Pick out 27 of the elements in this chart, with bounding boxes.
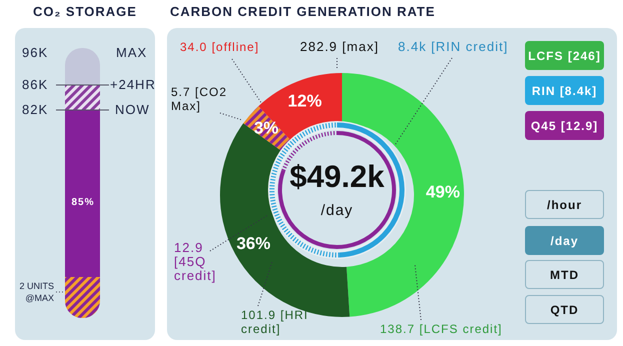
data-label: 12% [288,92,322,111]
slice-label: 138.7 [LCFS credit] [380,322,504,336]
data-label: 3% [254,118,279,138]
text: CO₂ STORAGE [33,4,137,19]
data-label: 49% [426,182,460,202]
text: 96K [22,45,48,60]
text: +24HR [110,77,156,92]
toggle-button[interactable]: QTD [525,295,604,324]
slice-label: 5.7 [CO2 Max] [171,85,228,113]
slice-label: 101.9 [HRI credit] [241,308,310,336]
text: NOW [115,102,150,117]
text: /day [320,202,354,219]
toggle-button[interactable]: /hour [525,190,604,219]
text: 8.4k [RIN credit] [398,39,510,54]
text: $49.2k [288,159,386,194]
toggle-button[interactable]: MTD [525,260,604,289]
text: 12.9 [45Q credit] [174,240,218,283]
chart-title: CARBON CREDIT GENERATION RATE [170,4,436,19]
data-label: 36% [236,234,271,254]
text: 282.9 [max] [300,39,379,54]
text: 85% [70,196,96,210]
text: 2 UNITS @MAX [18,280,54,304]
slice-label: 34.0 [offline] [180,40,260,54]
text: MAX [116,45,148,60]
text: 82K [22,102,48,117]
toggle-button[interactable]: Q45 [12.9] [525,111,604,140]
text: 86K [22,77,48,92]
